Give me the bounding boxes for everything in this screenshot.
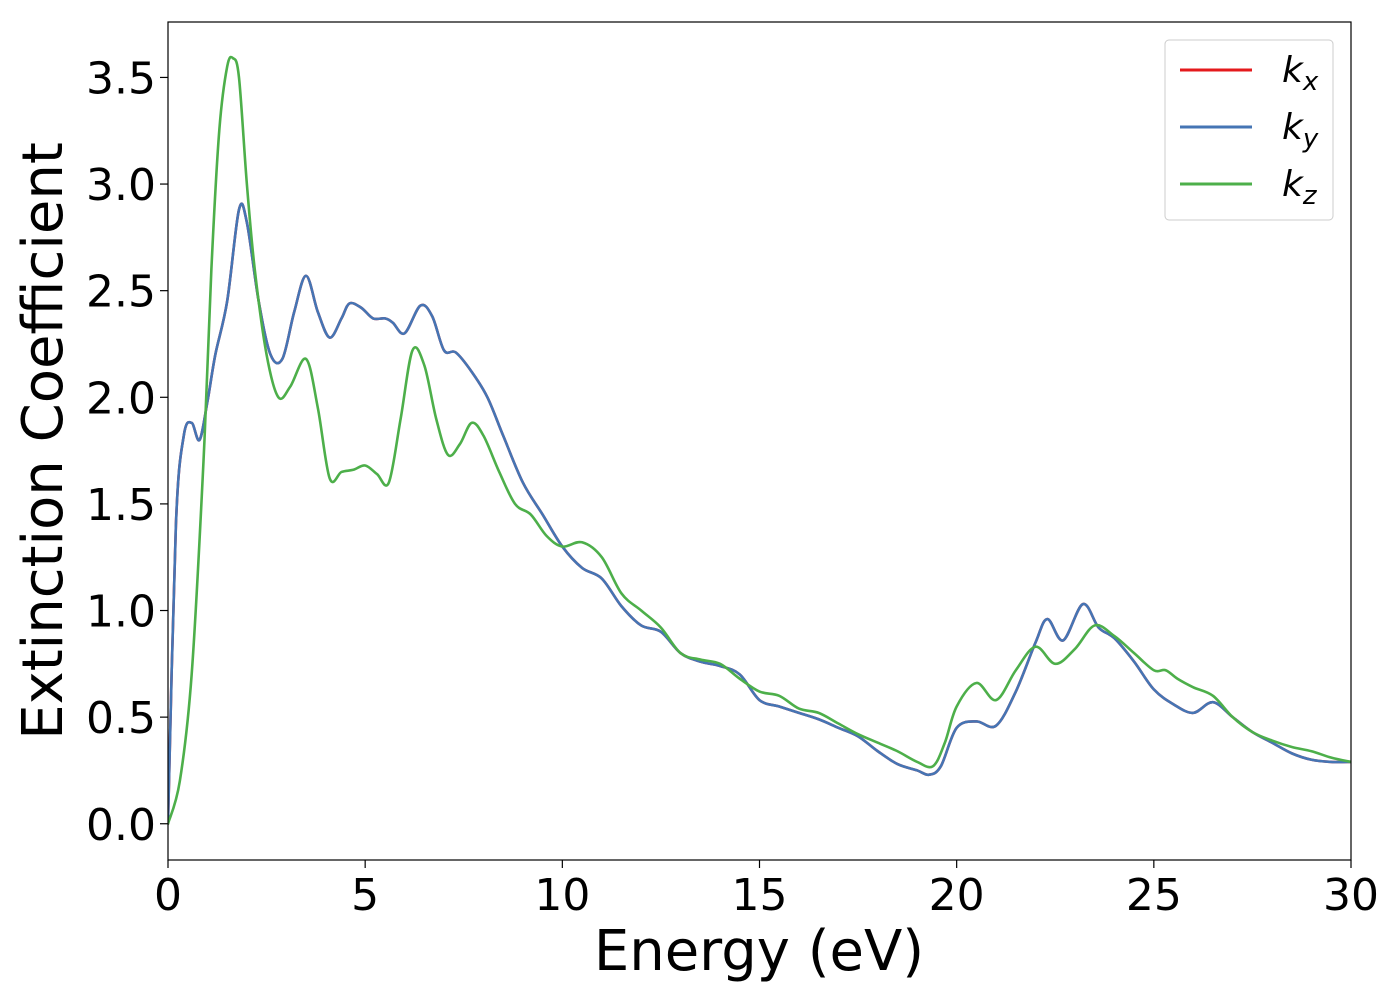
series-line-y xyxy=(168,202,1351,826)
legend-label-x: kx xyxy=(1282,50,1319,97)
x-tick-label: 25 xyxy=(1126,870,1182,921)
x-axis-title: Energy (eV) xyxy=(594,919,924,984)
x-axis: 0 5 10 15 20 25 30 xyxy=(154,860,1379,921)
y-tick-label: 0.5 xyxy=(86,693,156,744)
legend-label-z: kz xyxy=(1282,164,1318,211)
series-line-x xyxy=(168,202,1351,826)
series-lines xyxy=(168,55,1351,826)
x-tick-label: 30 xyxy=(1323,870,1379,921)
y-tick-label: 2.5 xyxy=(86,267,156,318)
y-tick-label: 1.5 xyxy=(86,480,156,531)
series-line-z xyxy=(168,55,1351,826)
legend-box xyxy=(1164,39,1334,221)
x-tick-label: 5 xyxy=(351,870,379,921)
y-tick-label: 0.0 xyxy=(86,800,156,851)
y-axis: 0.0 0.5 1.0 1.5 2.0 2.5 3.0 3.5 xyxy=(86,53,168,851)
y-tick-label: 3.5 xyxy=(86,53,156,104)
x-tick-label: 10 xyxy=(534,870,590,921)
y-tick-label: 3.0 xyxy=(86,160,156,211)
y-tick-label: 2.0 xyxy=(86,373,156,424)
legend: kx ky kz xyxy=(1164,39,1334,221)
y-tick-label: 1.0 xyxy=(86,587,156,638)
x-tick-label: 20 xyxy=(929,870,985,921)
x-tick-label: 15 xyxy=(732,870,788,921)
y-axis-title: Extinction Coefficient xyxy=(11,142,76,740)
x-tick-label: 0 xyxy=(154,870,182,921)
legend-label-y: ky xyxy=(1282,107,1319,154)
